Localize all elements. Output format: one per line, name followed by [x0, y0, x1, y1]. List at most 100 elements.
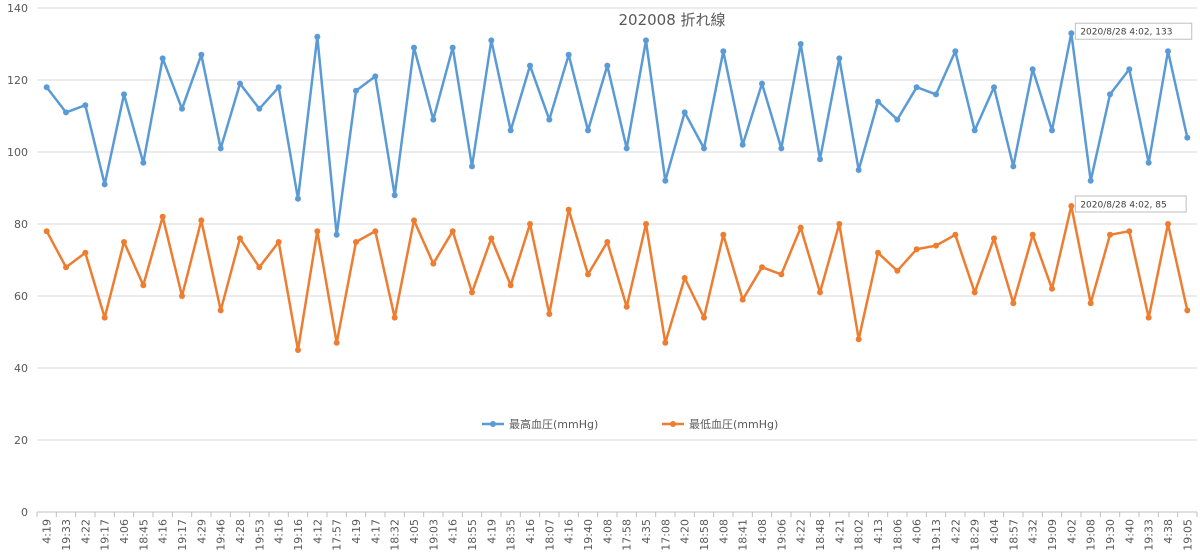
x-tick-label: 19:13 — [930, 519, 943, 551]
x-tick-label: 4:13 — [872, 519, 885, 544]
x-tick-label: 18:29 — [969, 519, 982, 551]
x-tick-label: 18:55 — [466, 519, 479, 551]
series-line-2 — [45, 204, 1189, 352]
data-point — [82, 102, 89, 109]
data-point — [623, 303, 630, 310]
x-tick-label: 4:16 — [273, 519, 286, 544]
y-tick-label: 0 — [21, 506, 28, 519]
x-tick-label: 19:33 — [1143, 519, 1156, 551]
y-axis: 0 20 40 60 80 100 120 140 — [7, 2, 28, 519]
x-tick-label: 18:45 — [137, 519, 150, 551]
data-point — [546, 116, 553, 123]
data-point — [527, 221, 533, 227]
data-point — [681, 275, 688, 281]
x-tick-label: 4:08 — [601, 519, 614, 544]
x-tick-label: 4:12 — [311, 519, 324, 544]
data-point — [759, 264, 765, 271]
x-tick-label: 4:16 — [447, 519, 460, 544]
data-point — [1010, 300, 1017, 307]
data-point — [933, 91, 939, 98]
x-tick-label: 17:58 — [621, 519, 634, 551]
x-tick-label: 19:06 — [775, 519, 788, 551]
data-point — [101, 314, 108, 321]
data-point — [991, 235, 997, 242]
data-point — [1145, 314, 1152, 321]
legend-marker-1 — [490, 421, 496, 427]
x-tick-label: 19:46 — [215, 519, 228, 551]
x-tick-label: 4:17 — [369, 519, 382, 544]
data-point — [1126, 228, 1133, 235]
data-point — [604, 239, 611, 245]
x-tick-label: 19:08 — [1085, 519, 1098, 551]
x-tick-label: 4:06 — [118, 519, 131, 544]
x-tick-label: 18:58 — [698, 519, 711, 551]
data-point — [875, 98, 881, 105]
x-tick-label: 18:57 — [1007, 519, 1020, 551]
data-point — [894, 116, 901, 123]
data-point — [63, 109, 69, 116]
data-point — [353, 239, 359, 245]
data-point — [1184, 307, 1191, 314]
data-point — [701, 145, 707, 152]
x-tick-label: 19:05 — [1181, 519, 1194, 551]
y-tick-label: 80 — [14, 218, 28, 231]
data-point — [1087, 177, 1094, 184]
series-markers — [43, 30, 1191, 353]
x-tick-label: 4:28 — [234, 519, 247, 544]
y-tick-label: 100 — [7, 146, 28, 159]
data-point — [894, 267, 901, 274]
x-tick-label: 4:22 — [949, 519, 962, 544]
x-tick-label: 4:19 — [41, 519, 54, 544]
data-point — [275, 84, 282, 91]
data-point — [565, 206, 572, 213]
y-tick-label: 20 — [14, 434, 28, 447]
data-point — [797, 41, 804, 47]
data-point — [1029, 231, 1036, 238]
data-point — [507, 282, 514, 289]
x-tick-label: 4:05 — [408, 519, 421, 544]
data-point — [121, 239, 127, 245]
data-point — [662, 177, 669, 184]
data-point — [759, 80, 765, 87]
legend: 最高血圧(mmHg) 最低血圧(mmHg) — [482, 417, 778, 431]
data-point — [430, 116, 437, 123]
x-tick-label: 19:17 — [176, 519, 189, 551]
data-point — [797, 224, 804, 231]
data-point — [391, 192, 398, 199]
callout-label-1: 2020/8/28 4:02, 133 — [1080, 28, 1172, 38]
data-point — [681, 109, 688, 116]
data-point — [411, 217, 417, 224]
callout-box-1 — [1074, 22, 1193, 40]
data-point — [1165, 48, 1171, 55]
chart-title: 202008 折れ線 — [618, 11, 725, 29]
data-point — [256, 264, 263, 271]
data-point — [217, 145, 224, 152]
x-tick-label: 4:29 — [195, 519, 208, 544]
data-point — [604, 62, 611, 69]
data-point — [449, 228, 456, 235]
x-tick-label: 4:20 — [679, 519, 692, 544]
data-point — [720, 48, 727, 55]
y-tick-label: 60 — [14, 290, 28, 303]
data-point — [372, 228, 379, 235]
x-tick-label: 4:08 — [756, 519, 769, 544]
data-point — [643, 221, 649, 227]
data-point — [430, 260, 437, 267]
series-line-1 — [45, 31, 1189, 237]
data-point — [1087, 300, 1094, 307]
y-tick-label: 120 — [7, 74, 28, 87]
x-tick-label: 18:48 — [814, 519, 827, 551]
data-point — [778, 145, 785, 152]
data-point — [140, 282, 147, 289]
data-point — [43, 228, 50, 235]
data-point — [507, 127, 514, 134]
x-tick-label: 4:16 — [563, 519, 576, 544]
data-point — [159, 55, 166, 62]
x-tick-label: 4:02 — [1065, 519, 1078, 544]
data-point — [585, 127, 591, 134]
data-point — [855, 167, 862, 173]
data-point — [952, 231, 959, 238]
data-point — [275, 239, 282, 245]
data-point — [179, 293, 185, 299]
data-point — [198, 51, 205, 58]
